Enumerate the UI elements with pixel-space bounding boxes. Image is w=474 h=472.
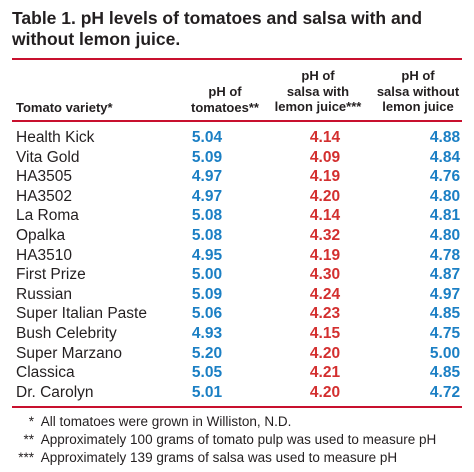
ph-tomatoes-cell: 4.97	[191, 168, 223, 186]
table-row: Russian 5.09 4.24 4.97	[12, 285, 462, 305]
table-row: Opalka 5.08 4.32 4.80	[12, 226, 462, 246]
table-row: Dr. Carolyn 5.01 4.20 4.72	[12, 383, 462, 403]
ph-tomatoes-cell: 5.05	[191, 364, 223, 382]
ph-tomatoes-cell: 5.06	[191, 305, 223, 323]
ph-salsa-without-lemon-cell: 4.88	[429, 129, 461, 146]
header-with-lemon-line2: salsa with	[286, 83, 350, 99]
ph-salsa-without-lemon-cell: 4.76	[429, 168, 461, 186]
ph-salsa-with-lemon-cell: 4.09	[309, 148, 341, 166]
variety-cell: Classica	[16, 364, 75, 382]
variety-cell: HA3505	[16, 168, 73, 186]
header-without-lemon-line1: pH of	[401, 68, 435, 83]
ph-tomatoes-cell: 5.09	[191, 148, 223, 166]
header-top-rule	[12, 58, 462, 60]
ph-salsa-without-lemon-cell: 4.80	[429, 187, 461, 205]
table-row: HA3510 4.95 4.19 4.78	[12, 246, 462, 266]
table-row: HA3505 4.97 4.19 4.76	[12, 167, 462, 187]
variety-cell: La Roma	[16, 207, 79, 225]
ph-salsa-with-lemon-cell: 4.20	[309, 344, 341, 362]
footnote-3-mark: ***	[18, 450, 34, 465]
variety-cell: Health Kick	[16, 129, 95, 146]
ph-salsa-with-lemon-cell: 4.23	[309, 305, 341, 323]
ph-salsa-without-lemon-cell: 4.81	[429, 207, 461, 225]
header-ph-tomatoes-line1: pH of	[208, 84, 242, 99]
footnote-2: ** Approximately 100 grams of tomato pul…	[16, 431, 436, 449]
header-with-lemon-line1: pH of	[301, 68, 335, 83]
header-ph-tomatoes-line2: tomatoes**	[191, 99, 259, 115]
table-row: HA3502 4.97 4.20 4.80	[12, 187, 462, 207]
ph-salsa-with-lemon-cell: 4.14	[309, 129, 341, 146]
table-row: Bush Celebrity 4.93 4.15 4.75	[12, 324, 462, 344]
ph-salsa-with-lemon-cell: 4.14	[309, 207, 341, 225]
header-ph-salsa-with-lemon: pH of salsa with lemon juice***	[258, 68, 378, 115]
ph-salsa-without-lemon-cell: 4.72	[429, 383, 461, 401]
ph-salsa-with-lemon-cell: 4.19	[309, 246, 341, 264]
table-row: Vita Gold 5.09 4.09 4.84	[12, 148, 462, 168]
ph-tomatoes-cell: 5.09	[191, 285, 223, 303]
footnote-1-mark: *	[28, 414, 34, 429]
ph-tomatoes-cell: 5.08	[191, 207, 223, 225]
header-without-lemon-line2: salsa without	[376, 83, 460, 99]
table-row: Super Italian Paste 5.06 4.23 4.85	[12, 304, 462, 324]
ph-salsa-with-lemon-cell: 4.21	[309, 364, 341, 382]
ph-salsa-with-lemon-cell: 4.20	[309, 187, 341, 205]
table-row: Health Kick 5.04 4.14 4.88	[12, 128, 462, 148]
ph-tomatoes-cell: 5.08	[191, 227, 223, 244]
ph-salsa-with-lemon-cell: 4.20	[309, 383, 341, 401]
table-row: First Prize 5.00 4.30 4.87	[12, 265, 462, 285]
variety-cell: Bush Celebrity	[16, 325, 117, 342]
variety-cell: Super Marzano	[16, 344, 122, 362]
footnote-1: * All tomatoes were grown in Williston, …	[16, 413, 292, 431]
ph-salsa-without-lemon-cell: 4.78	[429, 246, 461, 264]
footnote-2-text: Approximately 100 grams of tomato pulp w…	[40, 432, 437, 447]
ph-tomatoes-cell: 5.20	[191, 344, 223, 362]
variety-cell: Super Italian Paste	[16, 305, 147, 323]
header-ph-salsa-without-lemon: pH of salsa without lemon juice	[358, 68, 474, 115]
ph-salsa-with-lemon-cell: 4.15	[309, 325, 341, 342]
variety-cell: Vita Gold	[16, 148, 80, 166]
table-row: La Roma 5.08 4.14 4.81	[12, 206, 462, 226]
footnote-1-text: All tomatoes were grown in Williston, N.…	[40, 414, 292, 429]
header-ph-tomatoes: pH of tomatoes**	[165, 84, 285, 115]
footnote-2-mark: **	[23, 432, 34, 447]
variety-cell: Russian	[16, 285, 72, 303]
ph-tomatoes-cell: 5.00	[191, 266, 223, 284]
ph-tomatoes-cell: 4.95	[191, 246, 223, 264]
table-bottom-rule	[12, 406, 462, 408]
header-bottom-rule	[12, 120, 462, 122]
header-with-lemon-line3: lemon juice***	[274, 99, 362, 114]
ph-salsa-without-lemon-cell: 4.97	[429, 285, 461, 303]
ph-tomatoes-cell: 5.01	[191, 383, 223, 401]
ph-salsa-without-lemon-cell: 5.00	[429, 344, 461, 362]
ph-salsa-without-lemon-cell: 4.80	[429, 227, 461, 244]
header-variety: Tomato variety*	[16, 100, 113, 115]
variety-cell: Opalka	[16, 227, 66, 244]
variety-cell: HA3502	[16, 187, 73, 205]
footnote-3: *** Approximately 139 grams of salsa was…	[16, 449, 397, 467]
header-without-lemon-line3: lemon juice	[382, 99, 454, 114]
table-row: Classica 5.05 4.21 4.85	[12, 363, 462, 383]
ph-salsa-without-lemon-cell: 4.84	[429, 148, 461, 166]
ph-tomatoes-cell: 4.97	[191, 187, 223, 205]
ph-salsa-with-lemon-cell: 4.19	[309, 168, 341, 186]
footnote-3-text: Approximately 139 grams of salsa was use…	[40, 450, 398, 465]
ph-tomatoes-cell: 4.93	[191, 325, 223, 342]
table-row: Super Marzano 5.20 4.20 5.00	[12, 344, 462, 364]
variety-cell: Dr. Carolyn	[16, 383, 94, 401]
ph-salsa-with-lemon-cell: 4.24	[309, 285, 341, 303]
ph-salsa-without-lemon-cell: 4.75	[429, 325, 461, 342]
ph-salsa-with-lemon-cell: 4.32	[309, 227, 341, 244]
ph-salsa-without-lemon-cell: 4.85	[429, 364, 461, 382]
ph-salsa-without-lemon-cell: 4.87	[429, 266, 461, 284]
table-title: Table 1. pH levels of tomatoes and salsa…	[12, 8, 423, 49]
ph-salsa-without-lemon-cell: 4.85	[429, 305, 461, 323]
ph-tomatoes-cell: 5.04	[191, 129, 223, 146]
ph-salsa-with-lemon-cell: 4.30	[309, 266, 341, 284]
variety-cell: HA3510	[16, 246, 73, 264]
variety-cell: First Prize	[16, 266, 86, 284]
